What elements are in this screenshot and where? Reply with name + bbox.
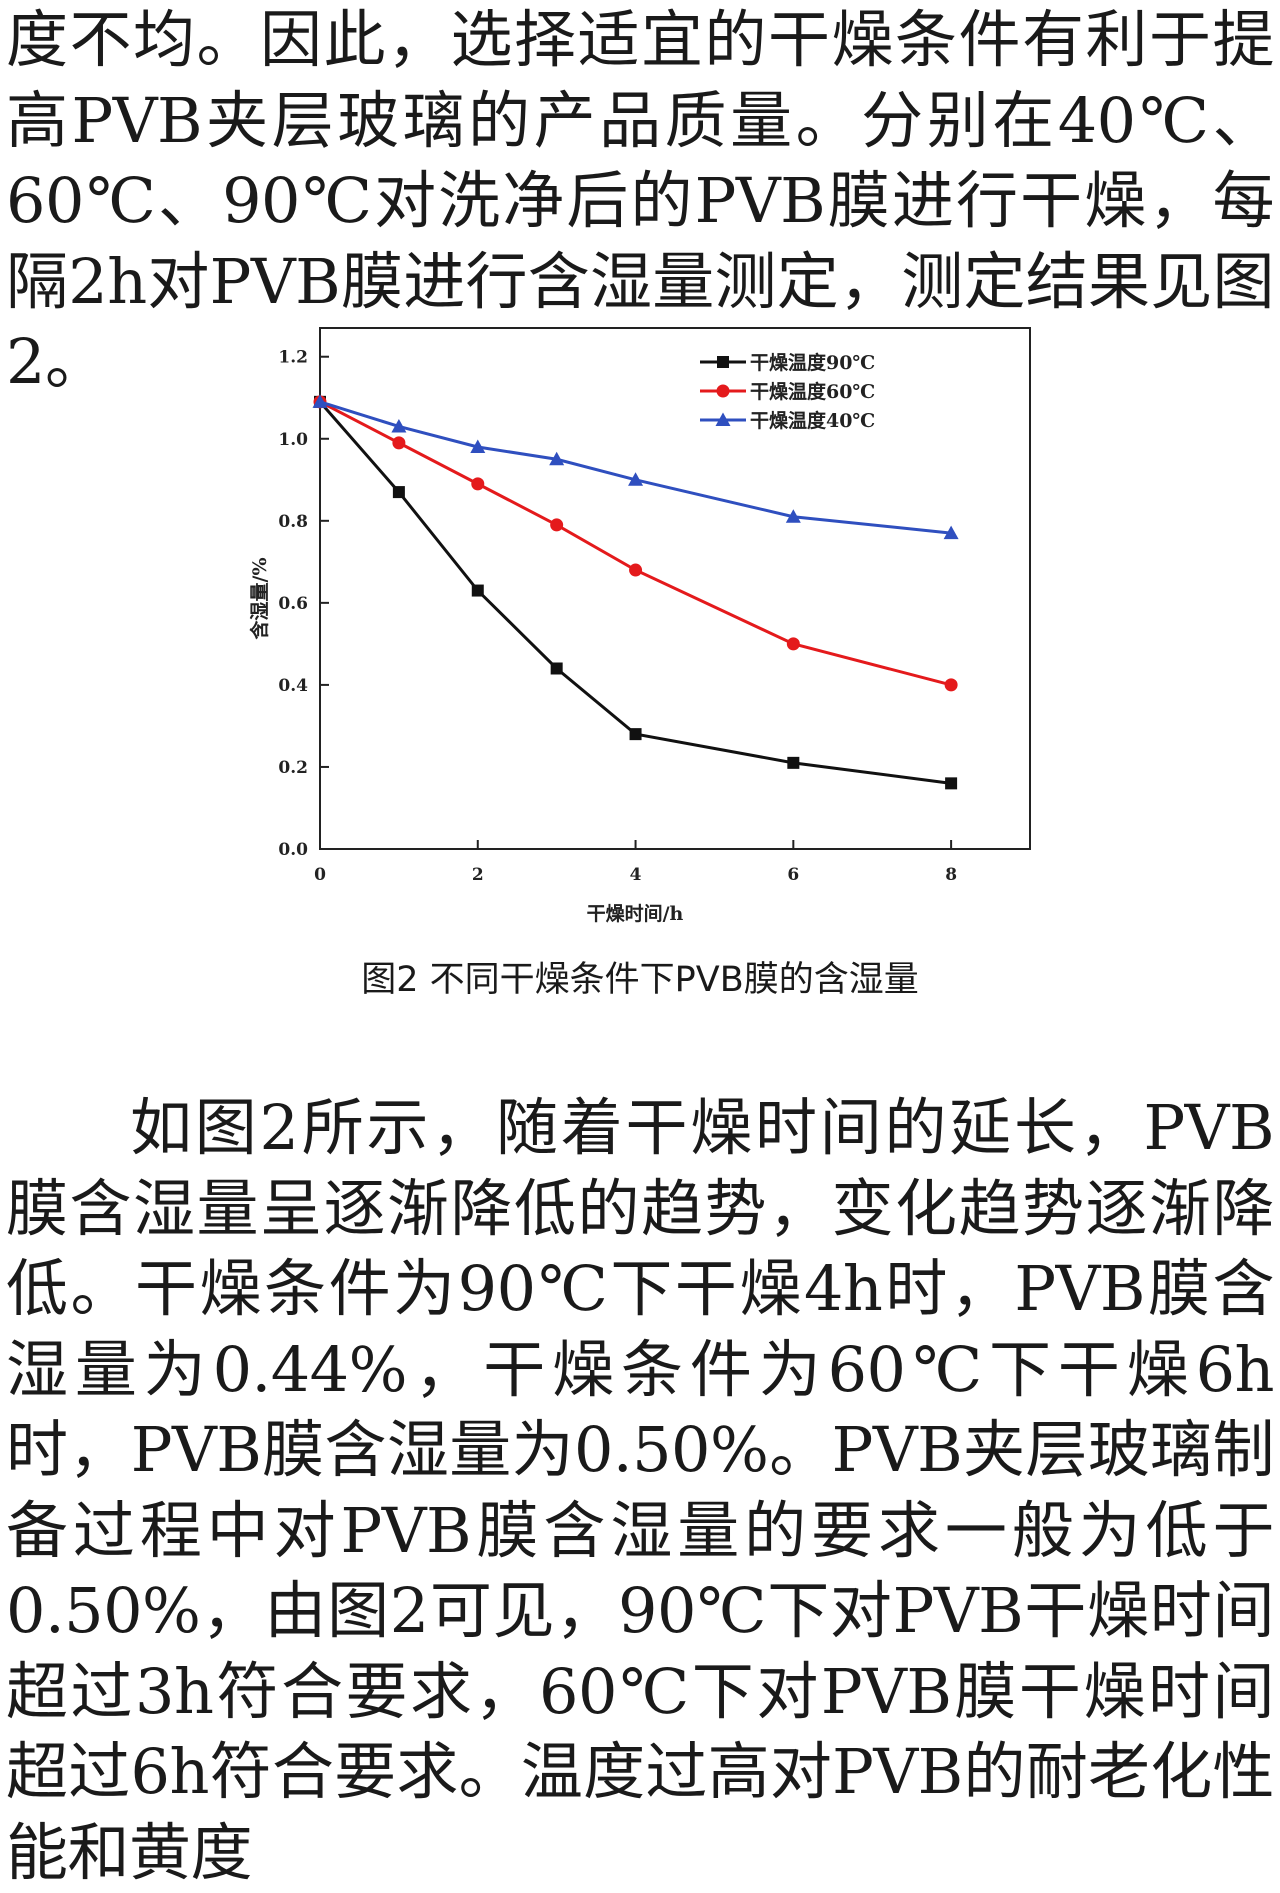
data-point-s2-5 bbox=[785, 509, 801, 523]
data-point-s2-0 bbox=[312, 394, 328, 408]
data-point-s1-2 bbox=[471, 477, 485, 491]
x-axis-label: 干燥时间/h bbox=[587, 903, 684, 925]
legend-marker-0 bbox=[717, 356, 729, 368]
legend-marker-2 bbox=[715, 412, 731, 426]
legend-label-0: 干燥温度90℃ bbox=[750, 351, 875, 374]
figure-caption: 图2 不同干燥条件下PVB膜的含湿量 bbox=[361, 960, 919, 1000]
y-tick-label: 0.2 bbox=[278, 758, 308, 778]
data-point-s2-2 bbox=[470, 439, 486, 453]
y-tick-label: 0.0 bbox=[278, 840, 308, 860]
x-tick-label: 0 bbox=[314, 865, 326, 885]
x-tick-label: 2 bbox=[472, 865, 484, 885]
data-point-s1-6 bbox=[944, 678, 958, 692]
x-tick-label: 8 bbox=[945, 865, 957, 885]
figure: 0.0 0.2 0.4 0.6 0.8 1.0 1.2 0 2 4 6 8 干燥时间/h 含湿量/% 干燥温… bbox=[236, 320, 1032, 930]
legend-label-1: 干燥温度60℃ bbox=[750, 380, 875, 403]
x-tick-label: 4 bbox=[630, 865, 642, 885]
body-paragraph-bottom: 如图2所示，随着干燥时间的延长，PVB膜含湿量呈逐渐降低的趋势，变化趋势逐渐降低… bbox=[6, 1091, 1275, 1889]
y-axis-label: 含湿量/% bbox=[248, 558, 271, 640]
data-point-s0-3 bbox=[550, 662, 563, 675]
body-paragraph-top: 度不均。因此，选择适宜的干燥条件有利于提高PVB夹层玻璃的产品质量。分别在40℃… bbox=[6, 3, 1275, 398]
data-point-s1-4 bbox=[629, 563, 643, 577]
data-point-s0-1 bbox=[392, 486, 405, 499]
y-tick-label: 0.4 bbox=[278, 676, 308, 696]
data-point-s2-1 bbox=[391, 418, 407, 433]
data-point-s2-6 bbox=[943, 525, 959, 540]
data-point-s0-6 bbox=[945, 777, 958, 790]
y-tick-label: 1.0 bbox=[278, 430, 308, 450]
data-point-s0-4 bbox=[629, 728, 642, 741]
legend-label-2: 干燥温度40℃ bbox=[750, 409, 875, 432]
data-point-s2-3 bbox=[549, 451, 565, 466]
data-point-s1-3 bbox=[550, 518, 564, 532]
data-point-s0-5 bbox=[787, 756, 800, 769]
x-tick-label: 6 bbox=[787, 865, 799, 885]
data-point-s1-1 bbox=[392, 436, 406, 450]
series-line-0 bbox=[318, 400, 952, 785]
y-tick-label: 0.8 bbox=[278, 512, 308, 532]
data-point-s1-5 bbox=[786, 637, 800, 651]
legend-marker-1 bbox=[716, 384, 730, 398]
data-point-s2-4 bbox=[628, 472, 644, 486]
data-point-s0-2 bbox=[471, 584, 484, 597]
plot-frame bbox=[319, 327, 1031, 850]
line-chart: 0.0 0.2 0.4 0.6 0.8 1.0 1.2 0 2 4 6 8 干燥时间/h 含湿量/% 干燥温… bbox=[248, 327, 1031, 925]
y-tick-label: 0.6 bbox=[278, 594, 308, 614]
y-tick-label: 1.2 bbox=[278, 348, 308, 368]
series-line-1 bbox=[319, 400, 952, 687]
